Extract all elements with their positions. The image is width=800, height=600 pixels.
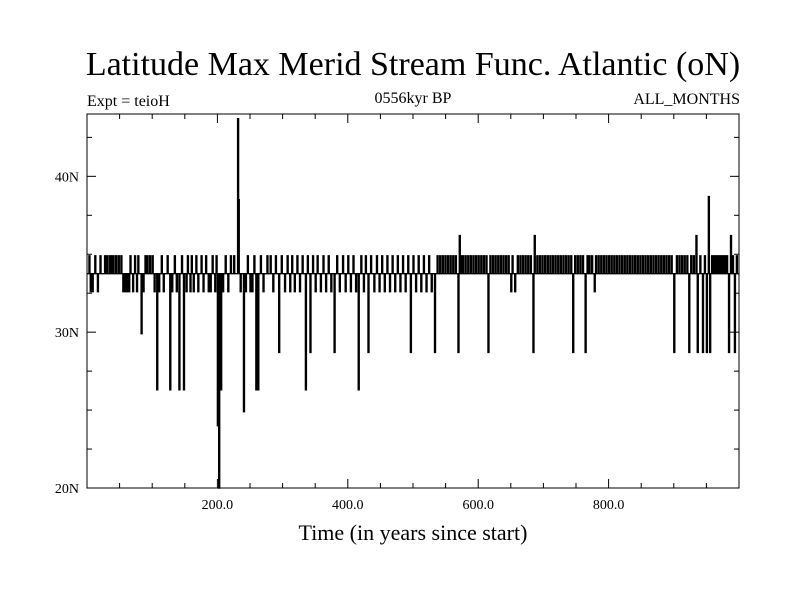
months-label: ALL_MONTHS [633,91,740,108]
y-tick-label: 30N [55,326,79,341]
y-tick-label: 20N [55,482,79,497]
series-line [86,117,740,489]
axis-tick-labels: 200.0 400.0 600.0 800.0 20N 30N 40N [55,170,624,513]
chart-title: Latitude Max Merid Stream Func. Atlantic… [85,46,741,83]
x-tick-label: 600.0 [462,498,494,513]
x-tick-label: 800.0 [593,498,625,513]
x-tick-label: 200.0 [202,498,234,513]
x-axis-label: Time (in years since start) [298,520,528,545]
x-tick-label: 400.0 [332,498,364,513]
y-tick-label: 40N [55,170,79,185]
experiment-label: Expt = teioH [87,93,170,110]
period-label: 0556kyr BP [374,90,452,107]
